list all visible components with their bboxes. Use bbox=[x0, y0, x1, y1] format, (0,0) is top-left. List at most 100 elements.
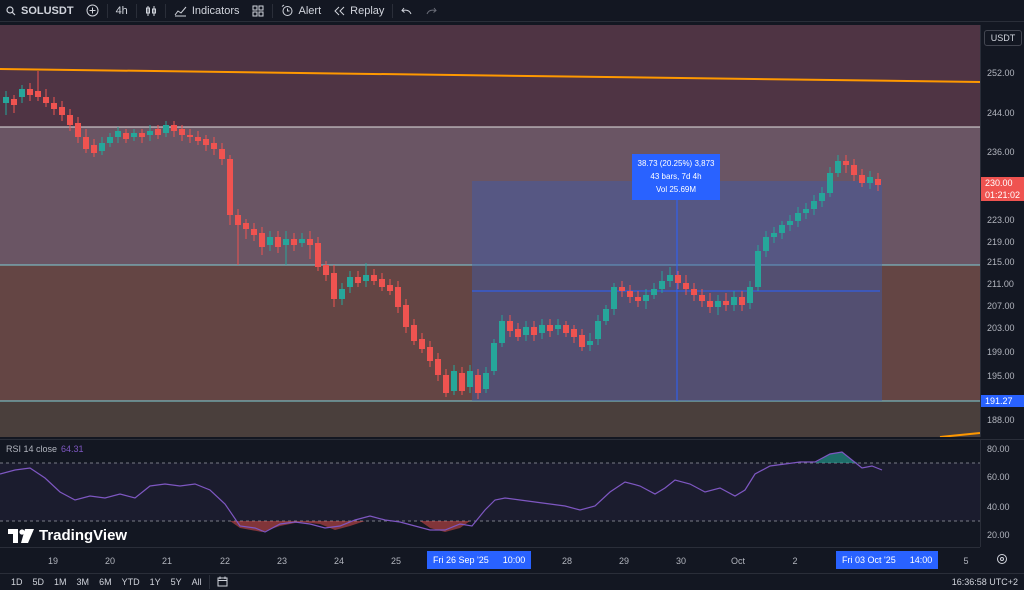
grid-icon bbox=[252, 5, 264, 16]
price-tick: 252.00 bbox=[987, 68, 1015, 78]
search-icon bbox=[6, 5, 16, 15]
candle bbox=[619, 287, 625, 291]
candle bbox=[691, 289, 697, 295]
candle bbox=[643, 295, 649, 301]
replay-button[interactable]: Replay bbox=[327, 0, 390, 22]
time-tick: 2 bbox=[792, 556, 798, 566]
candle bbox=[235, 215, 241, 225]
candle bbox=[307, 239, 313, 245]
interval-button[interactable]: 4h bbox=[110, 0, 134, 22]
rsi-pane[interactable]: RSI 14 close 64.31 bbox=[0, 439, 980, 547]
candle bbox=[83, 137, 89, 149]
symbol-search[interactable]: SOLUSDT bbox=[0, 0, 80, 22]
currency-selector[interactable]: USDT bbox=[984, 30, 1022, 46]
candle bbox=[523, 327, 529, 335]
middle-zone bbox=[0, 127, 980, 265]
price-tick: 207.00 bbox=[987, 301, 1015, 311]
candle bbox=[771, 233, 777, 237]
candle bbox=[563, 325, 569, 333]
candle bbox=[3, 97, 9, 103]
low-price-tag: 191.27 bbox=[981, 395, 1024, 407]
candle bbox=[379, 279, 385, 287]
candle bbox=[451, 371, 457, 391]
range-5y-button[interactable]: 5Y bbox=[170, 577, 182, 587]
chart-type-button[interactable] bbox=[139, 0, 163, 22]
redo-icon bbox=[426, 7, 438, 14]
go-to-date-button[interactable] bbox=[212, 576, 233, 589]
candle bbox=[443, 375, 449, 393]
rsi-tick: 80.00 bbox=[987, 444, 1010, 454]
lower-zone bbox=[0, 265, 980, 401]
candle bbox=[115, 131, 121, 137]
indicators-button[interactable]: Indicators bbox=[168, 0, 246, 22]
time-axis[interactable]: 19 20 21 22 23 24 25 28 29 30 Oct 2 5 Fr… bbox=[0, 547, 980, 571]
compare-symbol-button[interactable] bbox=[80, 0, 105, 22]
rsi-oversold-fill bbox=[420, 521, 470, 532]
range-1m-button[interactable]: 1M bbox=[54, 577, 67, 587]
time-tick: 24 bbox=[333, 556, 345, 566]
undo-icon bbox=[401, 7, 412, 14]
range-6m-button[interactable]: 6M bbox=[99, 577, 112, 587]
chart-settings-button[interactable] bbox=[996, 552, 1008, 570]
price-chart[interactable]: 38.73 (20.25%) 3,873 43 bars, 7d 4h Vol … bbox=[0, 25, 980, 437]
candle bbox=[203, 139, 209, 145]
divider bbox=[208, 575, 210, 589]
range-ytd-button[interactable]: YTD bbox=[121, 577, 140, 587]
layouts-button[interactable] bbox=[246, 0, 270, 22]
candle bbox=[363, 275, 369, 281]
candle bbox=[387, 285, 393, 291]
candle bbox=[819, 193, 825, 201]
candle bbox=[627, 291, 633, 297]
candle bbox=[51, 103, 57, 109]
candle bbox=[347, 277, 353, 287]
candle bbox=[299, 239, 305, 243]
price-tick: 215.00 bbox=[987, 257, 1015, 267]
candle bbox=[499, 321, 505, 343]
candle bbox=[603, 309, 609, 321]
trend-line[interactable] bbox=[0, 68, 980, 83]
time-tick: 21 bbox=[161, 556, 173, 566]
range-1y-button[interactable]: 1Y bbox=[149, 577, 161, 587]
candle bbox=[795, 213, 801, 221]
rsi-band bbox=[0, 463, 980, 521]
candle bbox=[531, 327, 537, 335]
rsi-legend[interactable]: RSI 14 close 64.31 bbox=[6, 444, 84, 454]
rsi-line bbox=[0, 451, 883, 533]
replay-label: Replay bbox=[350, 4, 385, 17]
price-chart-canvas[interactable] bbox=[0, 25, 980, 437]
candle bbox=[99, 143, 105, 151]
candle bbox=[339, 289, 345, 299]
undo-button[interactable] bbox=[395, 0, 419, 22]
alert-button[interactable]: Alert bbox=[275, 0, 328, 22]
bar-countdown: 01:21:02 bbox=[985, 190, 1021, 200]
plus-circle-icon bbox=[86, 4, 99, 17]
candle bbox=[491, 343, 497, 371]
settings-icon bbox=[997, 554, 1007, 564]
range-5d-button[interactable]: 5D bbox=[32, 577, 45, 587]
bottom-bar: 1D 5D 1M 3M 6M YTD 1Y 5Y All 16:36:58 UT… bbox=[0, 573, 1024, 590]
price-tick: 223.00 bbox=[987, 215, 1015, 225]
candle bbox=[475, 375, 481, 393]
time-tick: Oct bbox=[730, 556, 746, 566]
time-tick: 5 bbox=[963, 556, 969, 566]
price-axis[interactable]: USDT 252.00 244.00 236.00 223.00 219.00 … bbox=[980, 25, 1024, 437]
range-all-button[interactable]: All bbox=[191, 577, 202, 587]
candle bbox=[459, 373, 465, 391]
time-tick: 30 bbox=[675, 556, 687, 566]
candle bbox=[683, 283, 689, 289]
tradingview-logo[interactable]: TradingView bbox=[8, 527, 127, 544]
range-3m-button[interactable]: 3M bbox=[76, 577, 90, 587]
timezone-clock[interactable]: 16:36:58 UTC+2 bbox=[951, 577, 1018, 587]
candle bbox=[155, 129, 161, 135]
trend-line-lower[interactable] bbox=[939, 432, 980, 437]
candle bbox=[67, 115, 73, 125]
range-1d-button[interactable]: 1D bbox=[11, 577, 23, 587]
candle bbox=[747, 287, 753, 303]
redo-button[interactable] bbox=[419, 0, 443, 22]
rsi-tick: 60.00 bbox=[987, 472, 1010, 482]
candle bbox=[547, 325, 553, 331]
logo-text: TradingView bbox=[39, 527, 128, 544]
candle bbox=[803, 209, 809, 213]
rsi-oversold-fill bbox=[230, 521, 365, 532]
candle bbox=[251, 229, 257, 235]
